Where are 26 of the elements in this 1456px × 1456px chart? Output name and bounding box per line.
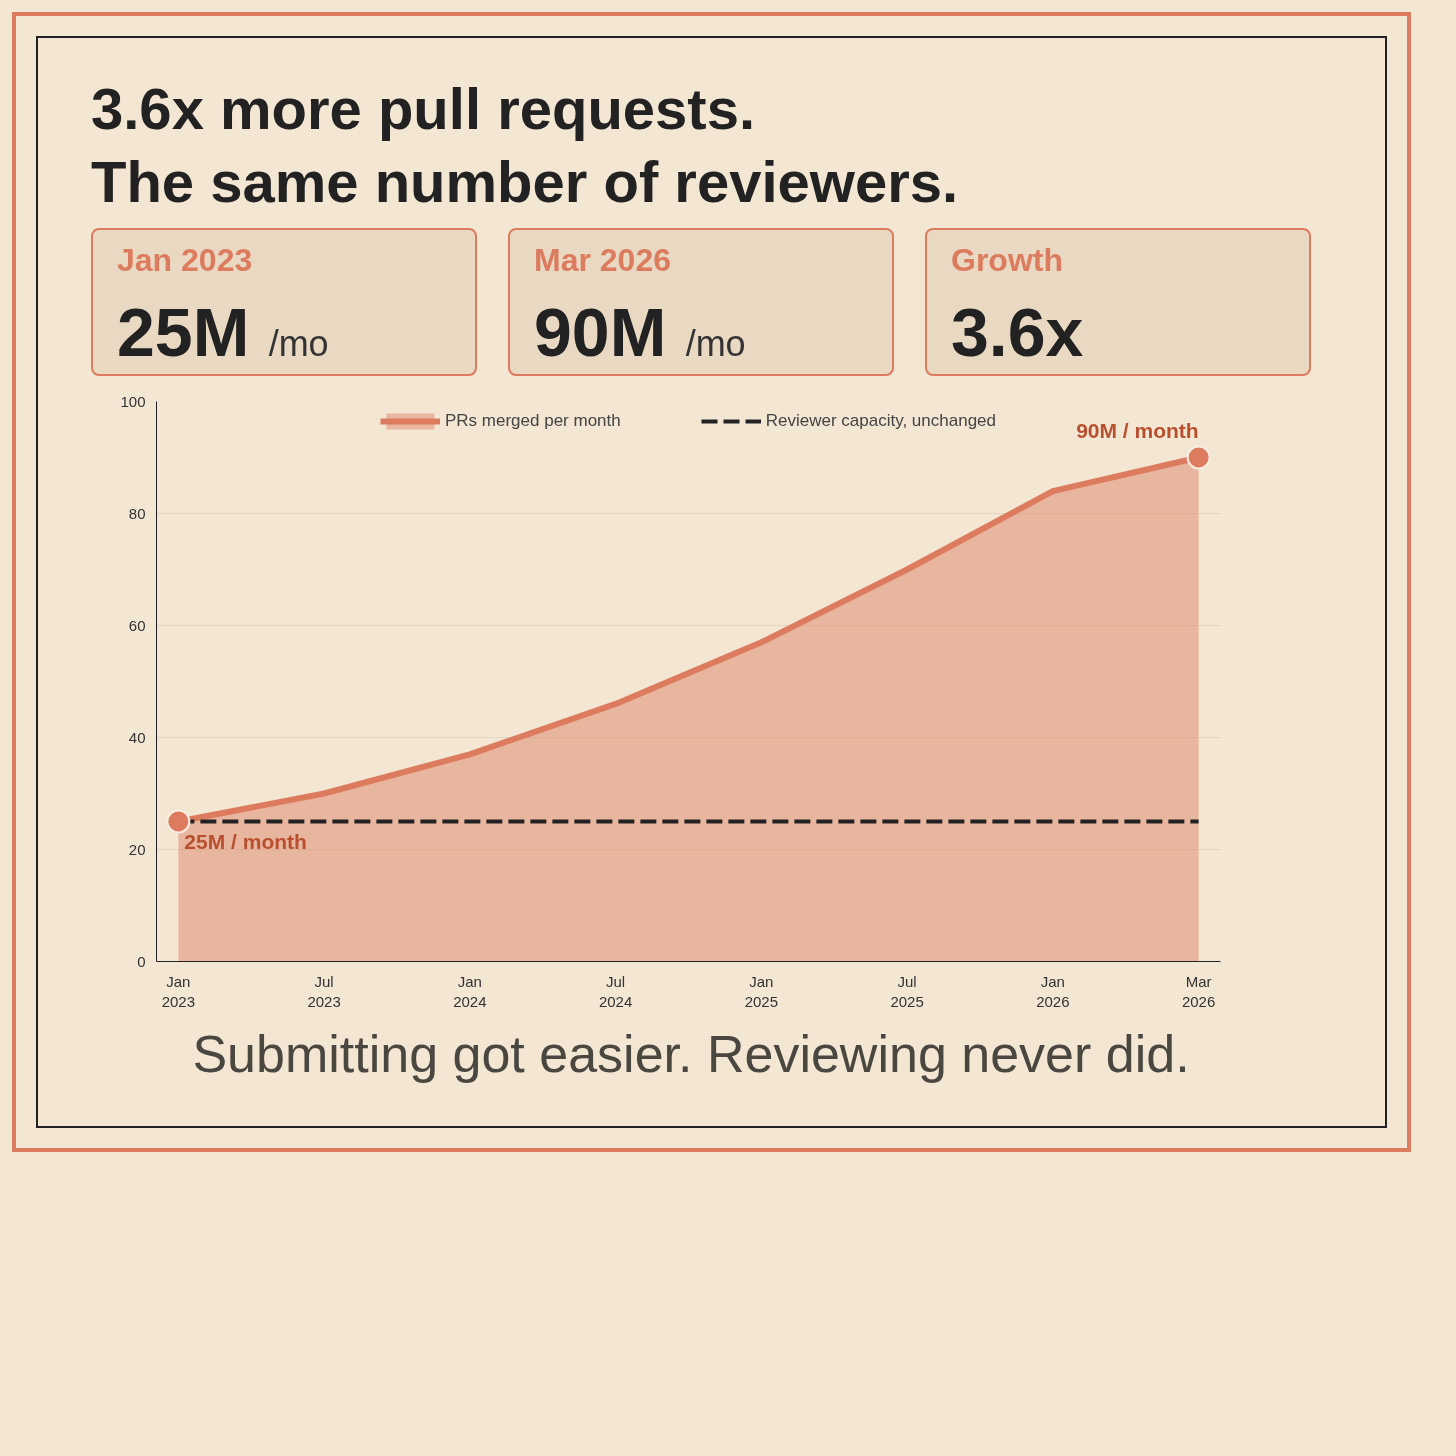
x-tick-label: Mar 2026 bbox=[1181, 972, 1216, 1010]
text: Growth bbox=[951, 241, 1064, 280]
text: Mar 2026 bbox=[534, 241, 672, 280]
y-tick-label: 40 bbox=[128, 728, 146, 746]
text: 90M /mo bbox=[534, 293, 746, 370]
chart-title: 3.6x more pull requests. The same number of reviewers. bbox=[91, 75, 959, 216]
x-tick-label: Jan 2024 bbox=[453, 972, 487, 1010]
annotation: 25M / month bbox=[184, 829, 307, 853]
y-tick-label: 0 bbox=[137, 952, 146, 970]
x-tick-label: Jan 2026 bbox=[1036, 972, 1070, 1010]
text: 25M /mo bbox=[117, 293, 329, 370]
text: Submitting got easier. Reviewing never did. bbox=[192, 1024, 1190, 1085]
x-tick-label: Jul 2024 bbox=[598, 972, 633, 1010]
text: 3.6x bbox=[951, 293, 1084, 370]
legend-label: Reviewer capacity, unchanged bbox=[765, 411, 997, 431]
x-tick-label: Jan 2025 bbox=[744, 972, 779, 1010]
x-tick-label: Jul 2023 bbox=[307, 972, 341, 1010]
x-tick-label: Jan 2023 bbox=[161, 972, 196, 1010]
y-tick-label: 80 bbox=[128, 504, 146, 522]
y-tick-label: 20 bbox=[128, 840, 146, 858]
text: Jan 2023 bbox=[117, 241, 254, 280]
y-tick-label: 60 bbox=[128, 616, 146, 634]
legend-label: PRs merged per month bbox=[444, 411, 621, 431]
y-tick-label: 100 bbox=[120, 392, 146, 410]
annotation: 90M / month bbox=[1076, 418, 1199, 442]
x-tick-label: Jul 2025 bbox=[890, 972, 924, 1010]
